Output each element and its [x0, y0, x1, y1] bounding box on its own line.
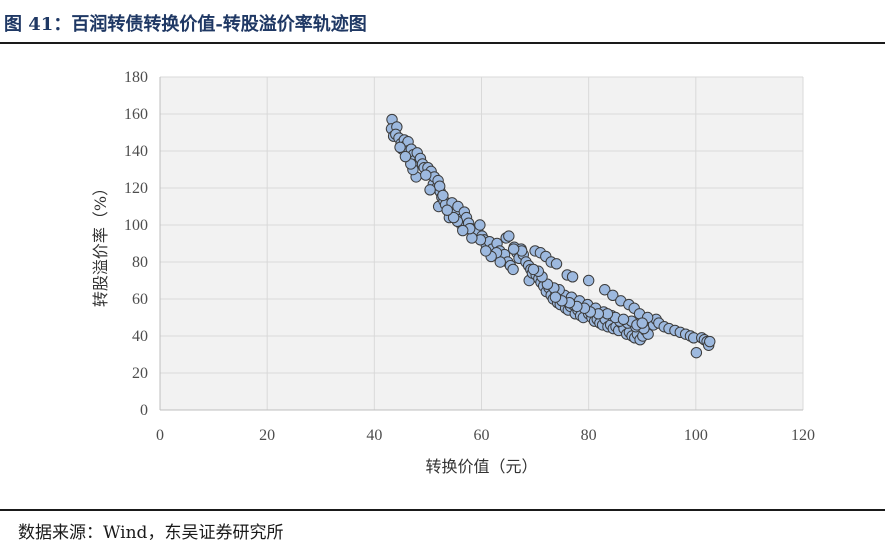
- data-point: [566, 271, 579, 283]
- data-point: [394, 141, 406, 154]
- axes: [159, 77, 803, 411]
- source-note: 数据来源：Wind，东吴证券研究所: [18, 523, 284, 543]
- data-point: [704, 335, 716, 348]
- data-point: [424, 184, 436, 196]
- x-tick-label: 100: [684, 427, 708, 444]
- data-point: [420, 169, 432, 181]
- data-point: [507, 243, 520, 255]
- figure-title: 图 41：百润转债转换价值-转股溢价率轨迹图: [4, 14, 367, 35]
- data-point: [457, 224, 469, 237]
- data-point: [599, 284, 611, 296]
- data-points: [385, 113, 716, 359]
- y-tick-label: 0: [140, 402, 148, 419]
- x-tick-label: 0: [156, 427, 164, 444]
- y-tick-label: 180: [124, 69, 148, 86]
- data-point: [480, 245, 492, 257]
- x-tick-label: 80: [581, 427, 597, 444]
- gridlines: [160, 76, 804, 410]
- y-tick-label: 160: [124, 106, 148, 123]
- data-point: [466, 232, 478, 244]
- tick-labels: 0 20 40 60 80 100 120 140 160 180 0 20 40 60 80 100 120: [124, 69, 815, 444]
- data-point: [527, 263, 540, 276]
- data-point: [507, 263, 519, 276]
- top-rule: [0, 42, 885, 44]
- data-point: [447, 211, 460, 224]
- y-tick-label: 140: [124, 143, 148, 160]
- data-point: [690, 346, 703, 359]
- y-tick-label: 120: [124, 180, 148, 197]
- data-point: [437, 189, 449, 202]
- data-point: [399, 150, 412, 163]
- x-tick-label: 40: [366, 427, 382, 444]
- bottom-rule: [0, 509, 885, 511]
- x-tick-label: 20: [259, 427, 275, 444]
- data-point: [503, 230, 515, 242]
- data-point: [617, 313, 630, 326]
- data-point: [549, 291, 562, 303]
- data-point: [441, 204, 453, 216]
- y-tick-label: 60: [132, 291, 148, 308]
- data-point: [550, 258, 563, 270]
- y-tick-label: 80: [132, 254, 148, 271]
- x-tick-label: 60: [474, 427, 490, 444]
- y-tick-label: 40: [132, 328, 148, 345]
- data-point: [582, 274, 595, 287]
- data-point: [607, 289, 619, 301]
- data-point: [636, 317, 648, 329]
- y-axis-label: 转股溢价率（%）: [91, 180, 110, 307]
- x-tick-label: 120: [791, 427, 815, 444]
- data-point: [474, 219, 486, 231]
- y-tick-label: 20: [132, 365, 148, 382]
- y-tick-label: 100: [124, 217, 148, 234]
- x-axis-label: 转换价值（元）: [425, 457, 537, 476]
